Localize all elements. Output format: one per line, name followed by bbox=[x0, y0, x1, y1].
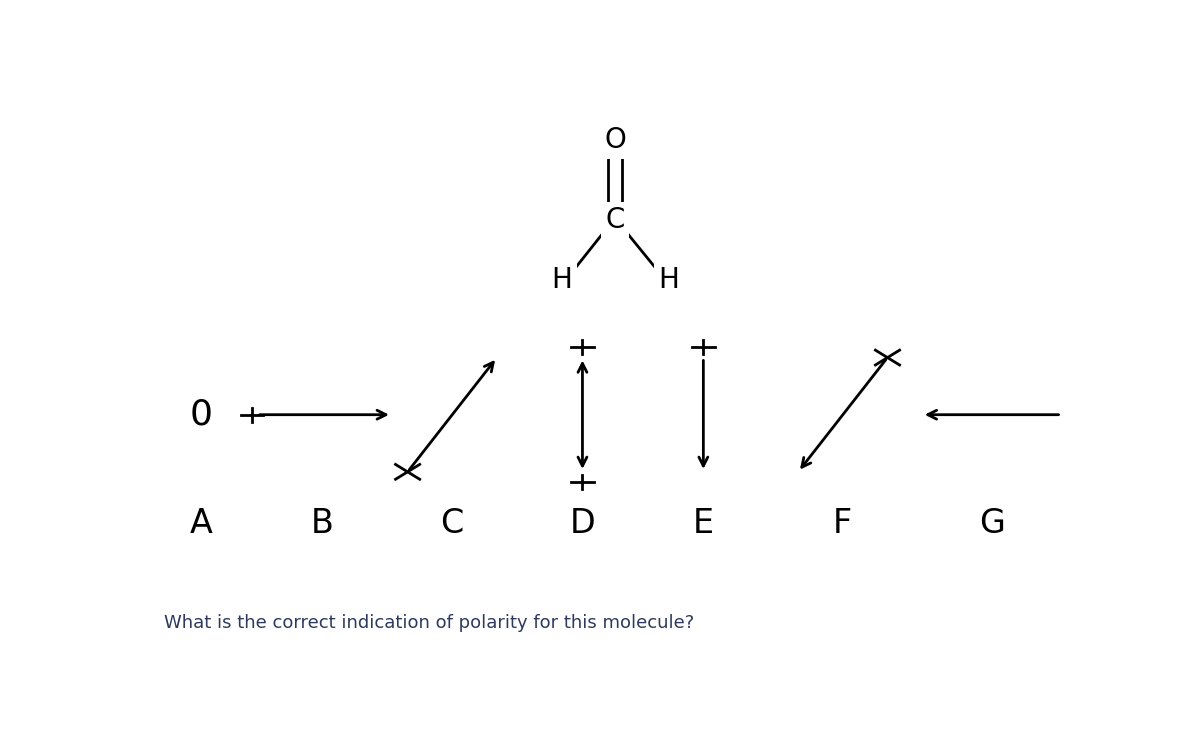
Text: 0: 0 bbox=[190, 398, 212, 432]
Text: B: B bbox=[311, 507, 334, 539]
Text: D: D bbox=[570, 507, 595, 539]
Text: F: F bbox=[833, 507, 852, 539]
Text: A: A bbox=[190, 507, 212, 539]
Text: H: H bbox=[552, 266, 572, 295]
Text: G: G bbox=[979, 507, 1004, 539]
Text: H: H bbox=[659, 266, 679, 295]
Text: C: C bbox=[605, 206, 625, 234]
Text: O: O bbox=[604, 126, 626, 154]
Text: E: E bbox=[692, 507, 714, 539]
Text: What is the correct indication of polarity for this molecule?: What is the correct indication of polari… bbox=[164, 614, 695, 632]
Text: C: C bbox=[440, 507, 464, 539]
